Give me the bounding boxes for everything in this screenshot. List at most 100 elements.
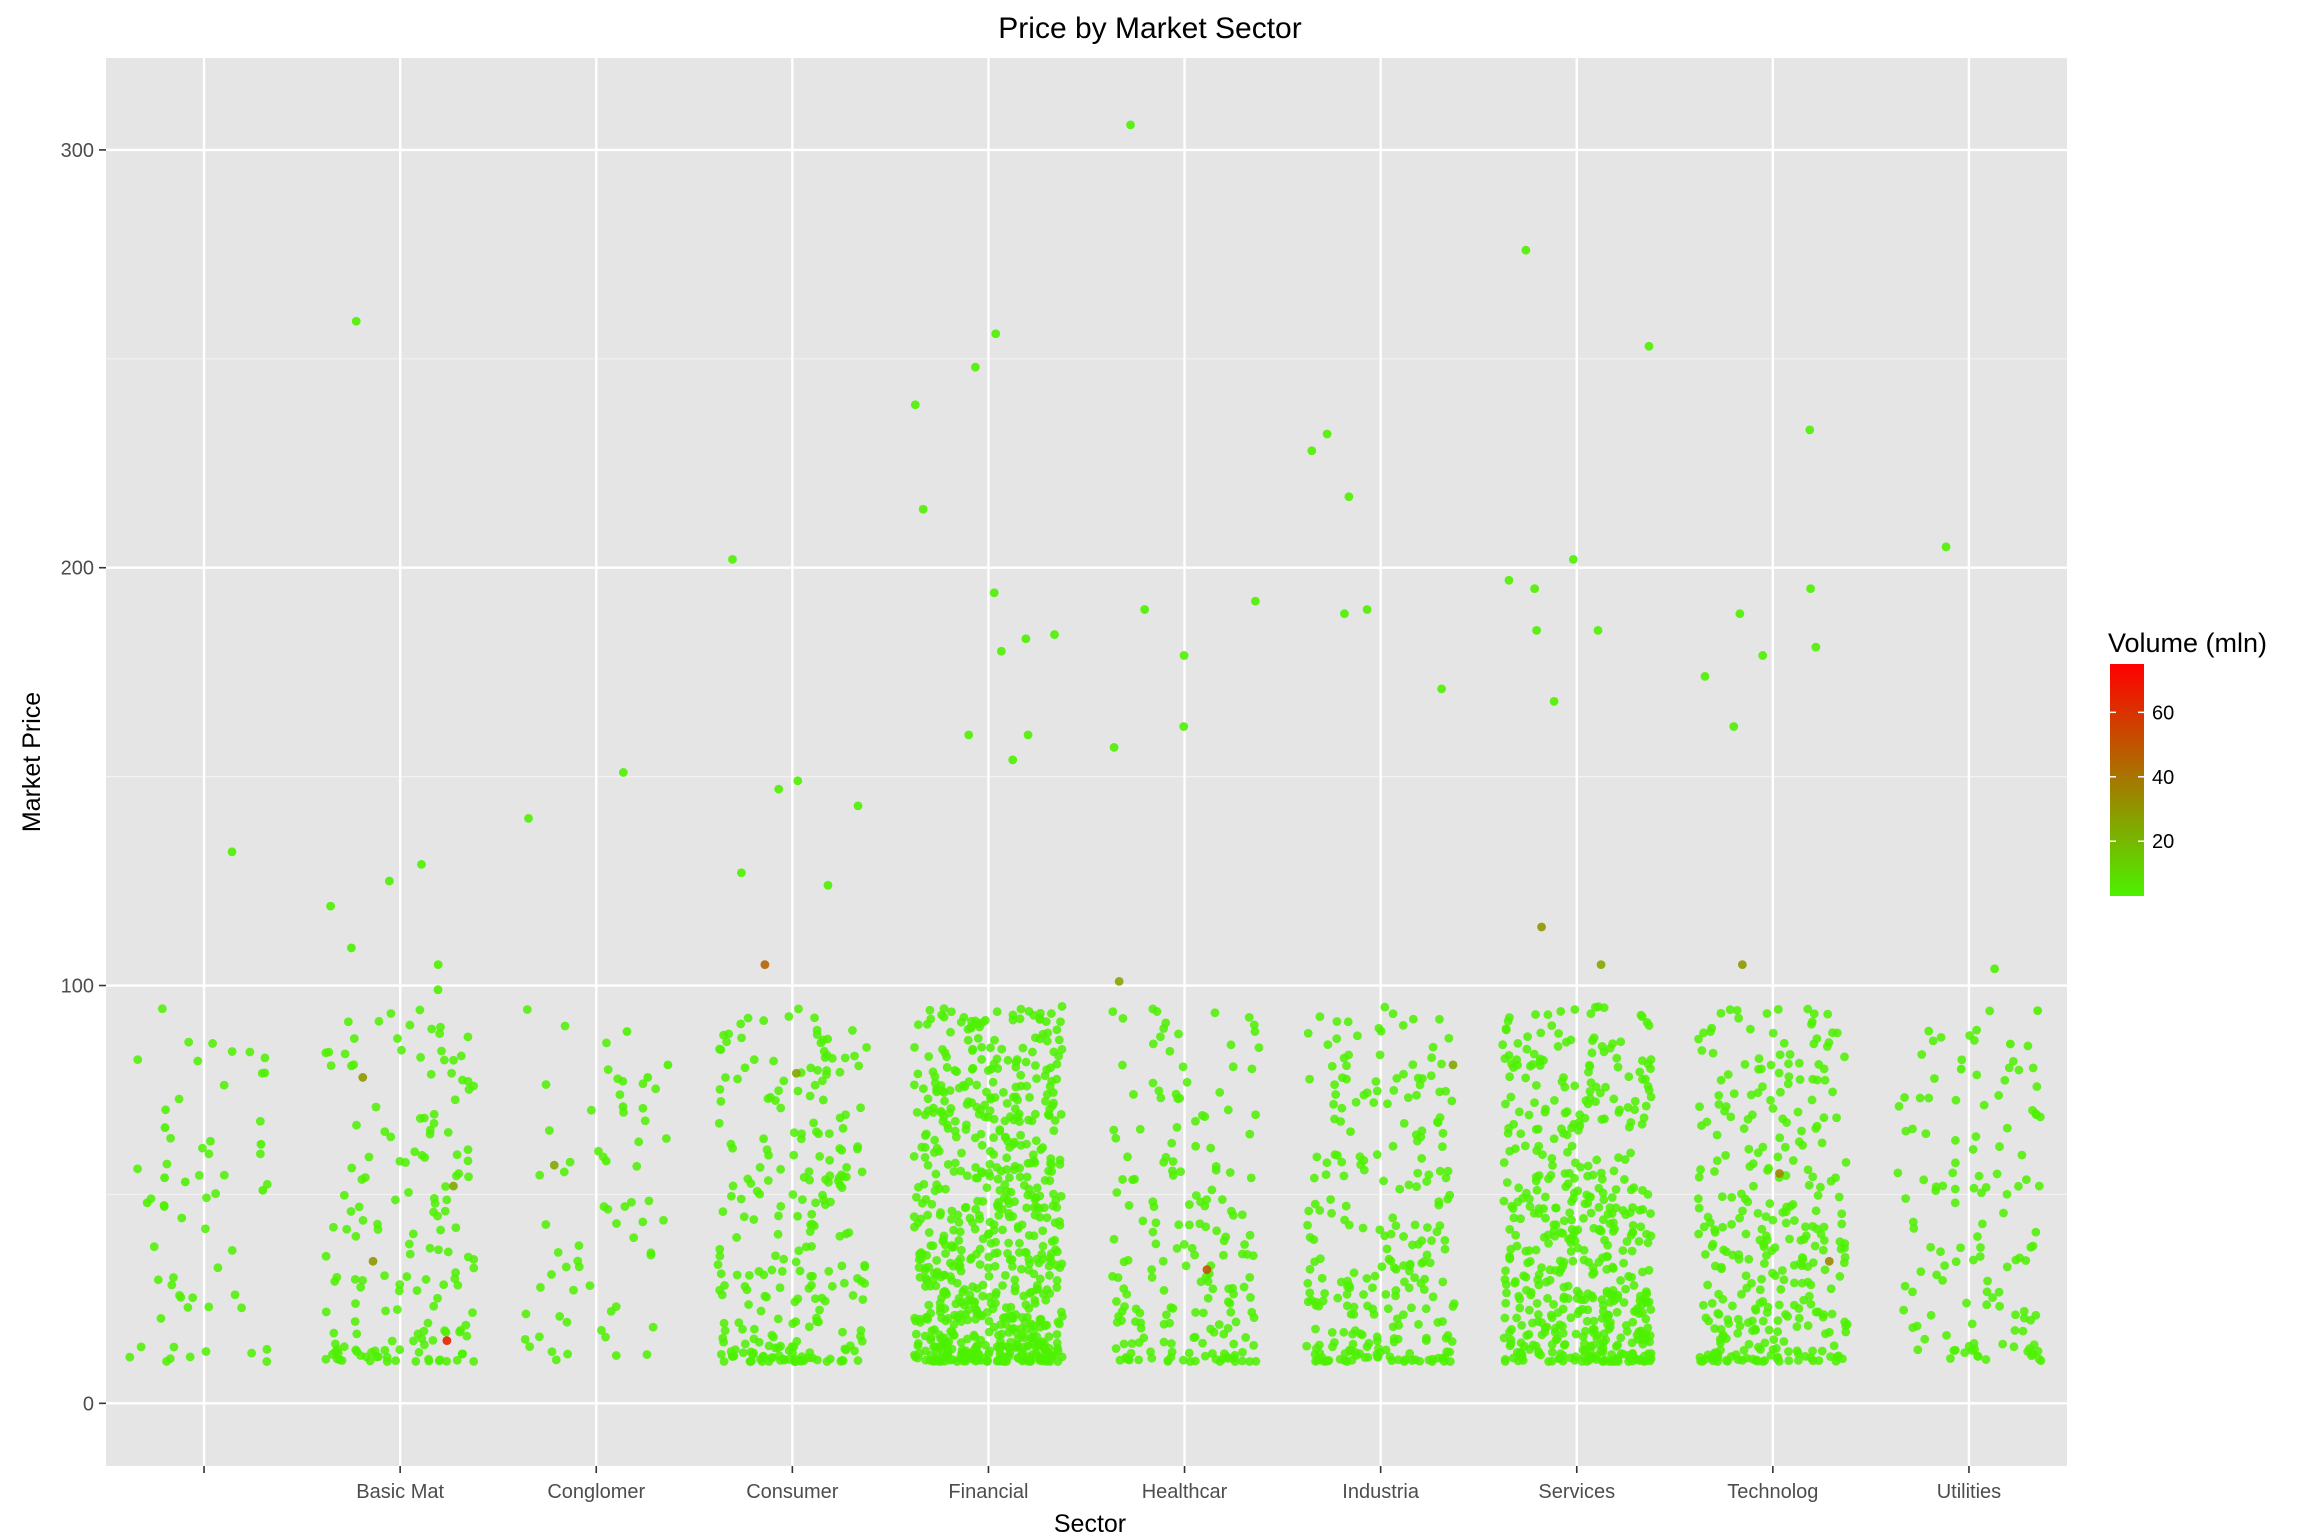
data-point <box>1834 1351 1844 1361</box>
data-point <box>569 1285 578 1295</box>
data-point <box>976 1355 986 1365</box>
data-point <box>982 1183 992 1193</box>
data-point <box>393 1034 402 1043</box>
data-point <box>1753 1208 1763 1218</box>
data-point <box>1763 1302 1773 1312</box>
data-point <box>2019 1306 2029 1316</box>
data-point <box>1558 1328 1568 1338</box>
data-point <box>1839 1258 1849 1268</box>
data-point <box>943 1313 953 1323</box>
data-point <box>1726 1112 1736 1122</box>
data-point <box>1537 1263 1546 1273</box>
data-point <box>1383 1304 1393 1314</box>
data-point <box>1534 1310 1543 1319</box>
data-point <box>1303 1278 1313 1288</box>
data-point <box>1805 425 1815 435</box>
data-point <box>2004 1063 2014 1073</box>
data-point <box>1311 1324 1320 1334</box>
data-point <box>1636 1222 1646 1232</box>
data-point <box>727 1351 737 1361</box>
data-point <box>1023 730 1033 740</box>
data-point <box>188 1293 198 1303</box>
data-point <box>853 1144 862 1154</box>
data-point <box>1549 1300 1558 1309</box>
data-point <box>1174 1220 1184 1230</box>
data-point <box>1783 1311 1793 1321</box>
data-point <box>943 1160 953 1169</box>
data-point <box>1816 1182 1825 1192</box>
data-point <box>1337 1103 1347 1113</box>
data-point <box>1120 1302 1129 1311</box>
data-point <box>795 1266 805 1276</box>
data-point <box>1389 1263 1399 1273</box>
data-point <box>464 1172 473 1182</box>
data-point <box>1817 1138 1827 1148</box>
data-point <box>439 1055 449 1065</box>
data-point <box>563 1349 572 1359</box>
data-point <box>815 1151 825 1161</box>
data-point <box>1524 1110 1534 1120</box>
data-point <box>1714 1091 1724 1100</box>
data-point <box>996 1355 1005 1365</box>
data-point <box>321 1048 331 1058</box>
data-point <box>1716 1345 1725 1355</box>
data-point <box>1775 1087 1785 1097</box>
data-point <box>2014 1065 2024 1075</box>
data-point <box>1327 1061 1337 1071</box>
data-point <box>1756 1064 1766 1074</box>
data-point <box>977 1140 987 1150</box>
x-tick-label: Services <box>1538 1481 1615 1503</box>
data-point <box>936 1333 946 1343</box>
data-point <box>1138 1216 1148 1226</box>
data-point <box>601 1332 610 1342</box>
data-point <box>404 1187 413 1197</box>
data-point <box>1238 1347 1247 1357</box>
data-point <box>1729 722 1739 731</box>
data-point <box>1951 1095 1961 1105</box>
data-point <box>219 1170 229 1180</box>
data-point <box>659 1215 668 1225</box>
data-point <box>1546 1310 1556 1320</box>
data-point <box>1501 1025 1511 1035</box>
data-point <box>1718 1222 1728 1232</box>
data-point <box>1567 1197 1576 1207</box>
data-point <box>1195 1219 1205 1229</box>
data-point <box>963 1035 973 1045</box>
data-point <box>1946 1354 1955 1363</box>
data-point <box>183 1303 193 1312</box>
data-point <box>807 1209 817 1219</box>
data-point <box>2034 1181 2044 1191</box>
data-point <box>1342 1061 1351 1071</box>
data-point <box>1613 1353 1623 1363</box>
data-point <box>237 1303 247 1313</box>
data-point <box>1040 1175 1050 1185</box>
data-point <box>728 1181 738 1191</box>
data-point <box>956 1338 966 1347</box>
data-point <box>1624 1271 1633 1281</box>
data-point <box>749 1215 759 1224</box>
data-point <box>1118 1060 1127 1070</box>
data-point <box>1198 1338 1207 1348</box>
data-point <box>1616 1037 1626 1047</box>
data-point <box>1773 1004 1783 1014</box>
data-point <box>1553 1042 1563 1051</box>
data-point <box>1408 1060 1418 1070</box>
data-point <box>395 1280 405 1289</box>
data-point <box>1579 1245 1589 1255</box>
data-point <box>1566 1246 1576 1256</box>
data-point <box>1948 1168 1958 1178</box>
data-point <box>1841 1157 1851 1167</box>
data-point <box>1330 1080 1339 1089</box>
data-point <box>1505 1341 1515 1351</box>
data-point <box>1538 1150 1547 1160</box>
data-point <box>1123 1152 1132 1162</box>
data-point <box>1506 1092 1516 1102</box>
data-point <box>986 1094 996 1104</box>
data-point <box>211 1189 220 1198</box>
data-point <box>260 1053 270 1063</box>
data-point <box>1596 1346 1606 1356</box>
data-point <box>1425 1258 1435 1268</box>
data-point <box>1763 1165 1772 1175</box>
data-point <box>1148 1078 1158 1088</box>
data-point <box>1032 1074 1041 1083</box>
